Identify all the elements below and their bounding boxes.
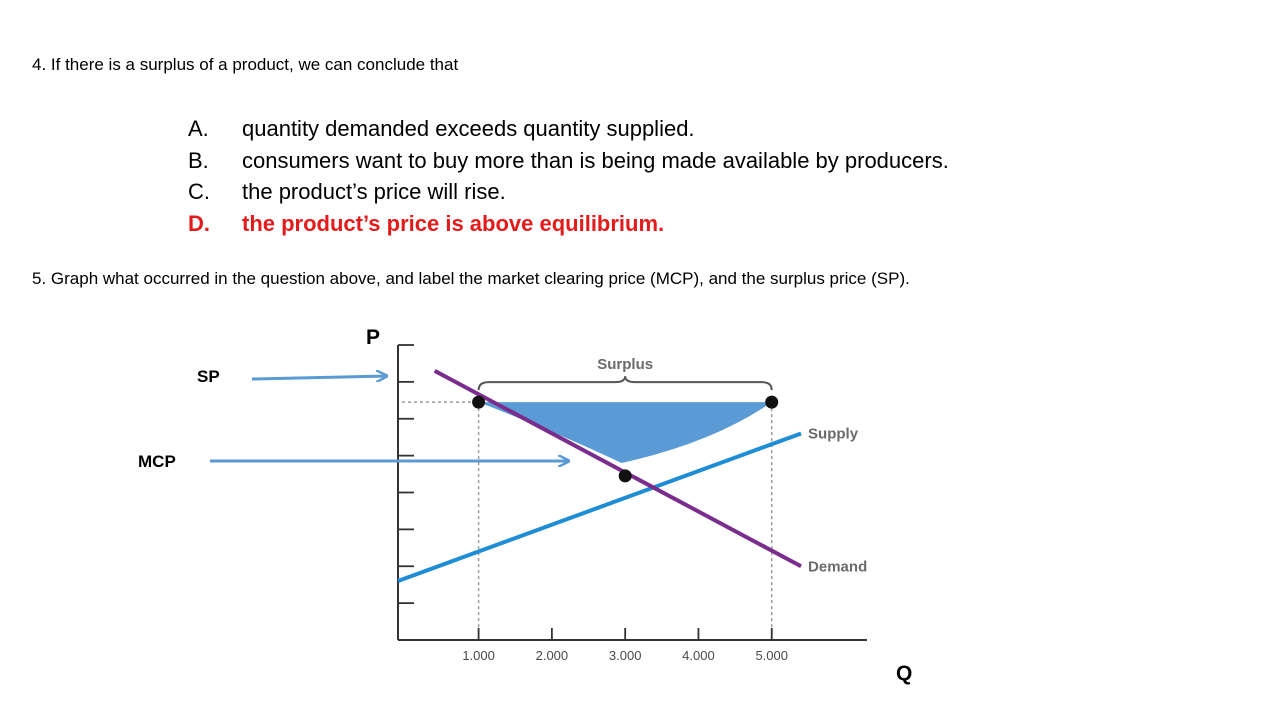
answer-choices: A. quantity demanded exceeds quantity su… (188, 113, 949, 239)
surplus-area (478, 402, 772, 463)
x-tick-label: 5.000 (755, 648, 788, 663)
surplus-brace (477, 376, 773, 391)
question-5-prompt: 5. Graph what occurred in the question a… (32, 269, 910, 288)
choice-letter: D. (188, 210, 210, 236)
x-tick-label: 2.000 (536, 648, 569, 663)
surplus-point-2 (765, 395, 779, 409)
price-axis-letter: P (366, 326, 381, 349)
choice-c: C. the product’s price will rise. (188, 176, 949, 208)
choice-d-correct: D. the product’s price is above equilibr… (188, 208, 949, 240)
choice-b: B. consumers want to buy more than is be… (188, 145, 949, 177)
supply-label: Supply (808, 426, 859, 443)
demand-curve (433, 369, 802, 569)
x-tick-label: 3.000 (609, 648, 642, 663)
x-tick-label: 1.000 (462, 648, 495, 663)
choice-letter: C. (188, 179, 210, 204)
surplus-point-1 (472, 395, 486, 409)
x-tick-label: 4.000 (682, 648, 715, 663)
surplus-label: Surplus (597, 356, 653, 373)
question-4-prompt: 4. If there is a surplus of a product, w… (32, 55, 459, 74)
choice-text: the product’s price will rise. (242, 179, 506, 204)
sp-label: SP (197, 367, 220, 386)
choice-letter: B. (188, 147, 209, 173)
choice-letter: A. (188, 116, 209, 141)
choice-text: quantity demanded exceeds quantity suppl… (242, 116, 695, 141)
equilibrium-point (618, 469, 632, 483)
demand-label: Demand (808, 558, 867, 575)
supply-curve (397, 431, 802, 583)
choice-a: A. quantity demanded exceeds quantity su… (188, 113, 949, 145)
choice-text: the product’s price is above equilibrium… (242, 210, 665, 236)
mcp-label: MCP (138, 452, 176, 471)
sp-arrow (251, 376, 386, 379)
quantity-axis-letter: Q (896, 662, 913, 685)
choice-text: consumers want to buy more than is being… (242, 147, 949, 173)
